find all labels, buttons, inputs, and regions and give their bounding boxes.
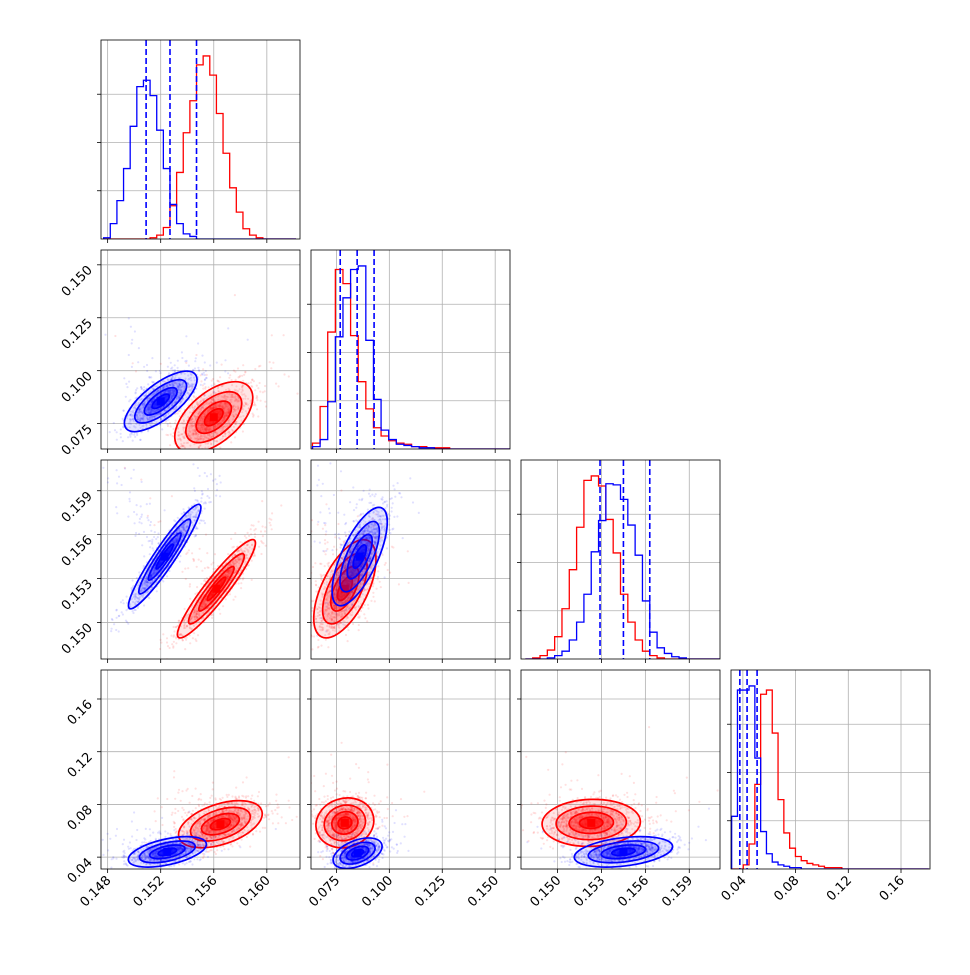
hist-p4-xtick-label-1: 0.08: [771, 873, 802, 904]
panel-p3-p4-blue-peak: [619, 848, 627, 856]
hist-p2-blue-series: [312, 266, 510, 449]
panel-p1-p3-red-points: [101, 440, 305, 664]
panel-p1-p2-blue-peak: [157, 397, 165, 405]
hist-p4-xtick-label-2: 0.12: [824, 873, 855, 904]
panel-p1-p4-ytick-label-1: 0.08: [65, 803, 96, 834]
panel-p2-p4-xtick-label-2: 0.125: [412, 873, 449, 910]
hist-p2-frame: [336, 250, 495, 449]
panel-p2-p4-red-peak: [341, 819, 349, 827]
panel-p2-p3-blue-peak: [356, 553, 364, 561]
panel-p1-p4-red-peak: [216, 820, 224, 828]
panel-p1-p2-ytick-label-3: 0.150: [59, 263, 96, 300]
panel-p1-p4-blue-contours: [126, 831, 209, 873]
panel-p2-p4-blue-peak: [354, 849, 362, 857]
hist-p1-border: [101, 40, 300, 239]
panel-p1-p3-red-peak: [212, 585, 220, 593]
panel-p1-p4-xtick-label-2: 0.156: [184, 873, 221, 910]
panel-p1-p4-ytick-label-2: 0.12: [65, 750, 96, 781]
panel-p3-p4-xtick-label-0: 0.150: [527, 873, 564, 910]
panel-p1-p3-ytick-label-3: 0.159: [59, 489, 96, 526]
panel-p1-p4-blue-peak: [163, 848, 171, 856]
panel-p3-p4-red-peak: [587, 819, 595, 827]
panel-p1-p4-ytick-label-0: 0.04: [65, 855, 96, 886]
panel-p1-p3-frame: [101, 460, 300, 659]
panel-p1-p4-ytick-label-3: 0.16: [65, 697, 96, 728]
panel-p1-p2-red-peak: [210, 413, 218, 421]
panel-p1-p2-ytick-label-2: 0.125: [59, 316, 96, 353]
panel-p1-p3-ytick-label-0: 0.150: [59, 621, 96, 658]
hist-p4-xtick-label-3: 0.16: [877, 873, 908, 904]
panel-p1-p4-xtick-label-1: 0.152: [131, 873, 168, 910]
panel-p1-p3-ytick-label-1: 0.153: [59, 577, 96, 614]
panel-p1-p3-border: [101, 460, 300, 659]
panel-p3-p4-xtick-label-1: 0.153: [571, 873, 608, 910]
panel-p1-p2-ytick-label-0: 0.075: [59, 422, 96, 459]
panel-p1-p2-ytick-label-1: 0.100: [59, 369, 96, 406]
panel-p2-p4-xtick-label-3: 0.150: [465, 873, 502, 910]
panel-p1-p3-blue-peak: [161, 553, 169, 561]
panel-p2-p4-xtick-label-1: 0.100: [359, 873, 396, 910]
hist-p4-xtick-label-0: 0.04: [719, 873, 750, 904]
panel-p1-p4-xtick-label-0: 0.148: [78, 873, 115, 910]
panel-p1-p3-ytick-label-2: 0.156: [59, 533, 96, 570]
panel-p2-p4-xtick-label-0: 0.075: [306, 873, 343, 910]
hist-p1-frame: [108, 40, 267, 239]
panel-p3-p4-xtick-label-2: 0.156: [615, 873, 652, 910]
panel-p3-p4-xtick-label-3: 0.159: [659, 873, 696, 910]
panel-p1-p4-xtick-label-3: 0.160: [237, 873, 274, 910]
hist-p2-red-series: [312, 269, 510, 449]
panel-p1-p3-red-contours: [169, 533, 263, 644]
